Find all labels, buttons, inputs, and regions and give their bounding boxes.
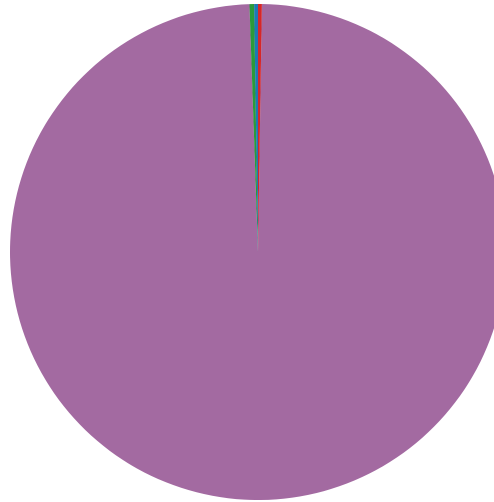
- pie-slice-green: [249, 4, 258, 253]
- pie-slice-purple: [10, 4, 494, 500]
- pie-slice-blue: [254, 4, 258, 252]
- pie-slice-red: [258, 4, 262, 252]
